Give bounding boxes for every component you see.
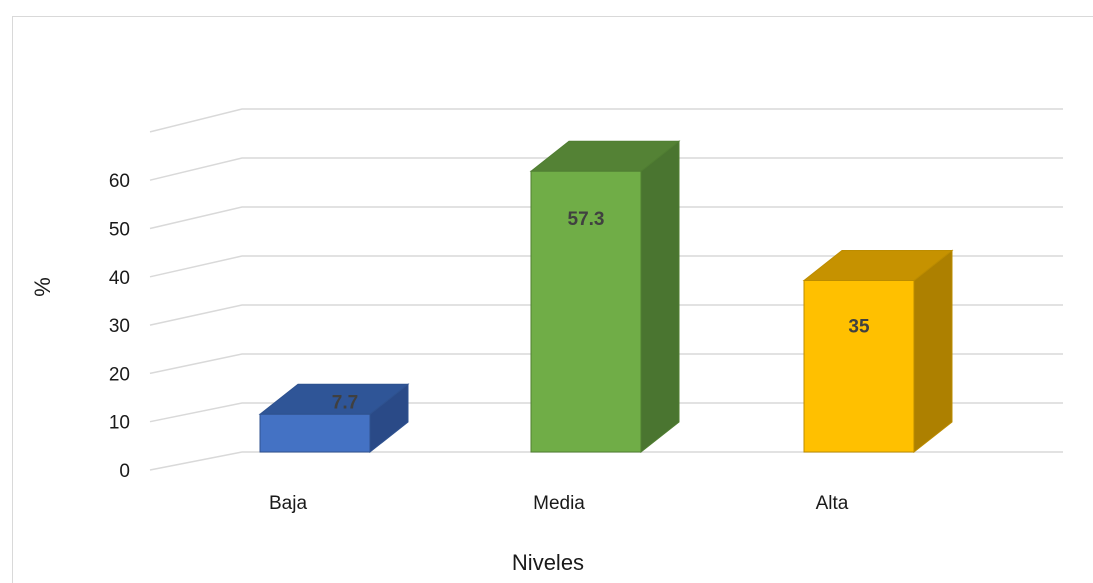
y-tick-label: 20 — [109, 364, 130, 385]
bar-front — [259, 413, 371, 453]
bars: 7.7 57.3 35 — [258, 140, 954, 454]
gridlines — [149, 108, 1063, 471]
y-tick-label: 40 — [109, 268, 130, 289]
chart-frame — [12, 16, 1093, 583]
y-tick-label: 10 — [109, 413, 130, 434]
gridline — [149, 157, 1063, 181]
bar-baja: 7.7 — [258, 383, 410, 454]
bar-side — [640, 140, 680, 454]
data-label: 57.3 — [568, 209, 605, 230]
bar-media: 57.3 — [529, 140, 681, 454]
x-category-label: Alta — [816, 493, 849, 514]
bar-side — [913, 249, 953, 454]
gridline — [149, 108, 1063, 133]
y-axis-title: % — [30, 277, 55, 297]
x-category-label: Baja — [269, 493, 307, 514]
y-tick-label: 30 — [109, 316, 130, 337]
y-tick-label: 50 — [109, 220, 130, 241]
x-axis-title: Niveles — [512, 550, 584, 575]
gridline — [149, 353, 1063, 375]
y-axis-ticks: 0 10 20 30 40 50 60 — [109, 171, 130, 482]
bar-front — [530, 170, 642, 453]
gridline — [149, 255, 1063, 278]
gridline — [149, 206, 1063, 230]
y-tick-label: 60 — [109, 171, 130, 192]
x-axis-categories: Baja Media Alta — [269, 493, 849, 514]
bar-front — [803, 280, 915, 453]
gridline — [149, 304, 1063, 326]
gridline — [149, 402, 1063, 423]
y-tick-label: 0 — [119, 461, 130, 482]
data-label: 35 — [848, 317, 870, 338]
data-label: 7.7 — [332, 392, 358, 413]
gridline — [149, 451, 1063, 471]
bar-alta: 35 — [802, 249, 954, 454]
x-category-label: Media — [533, 493, 585, 514]
